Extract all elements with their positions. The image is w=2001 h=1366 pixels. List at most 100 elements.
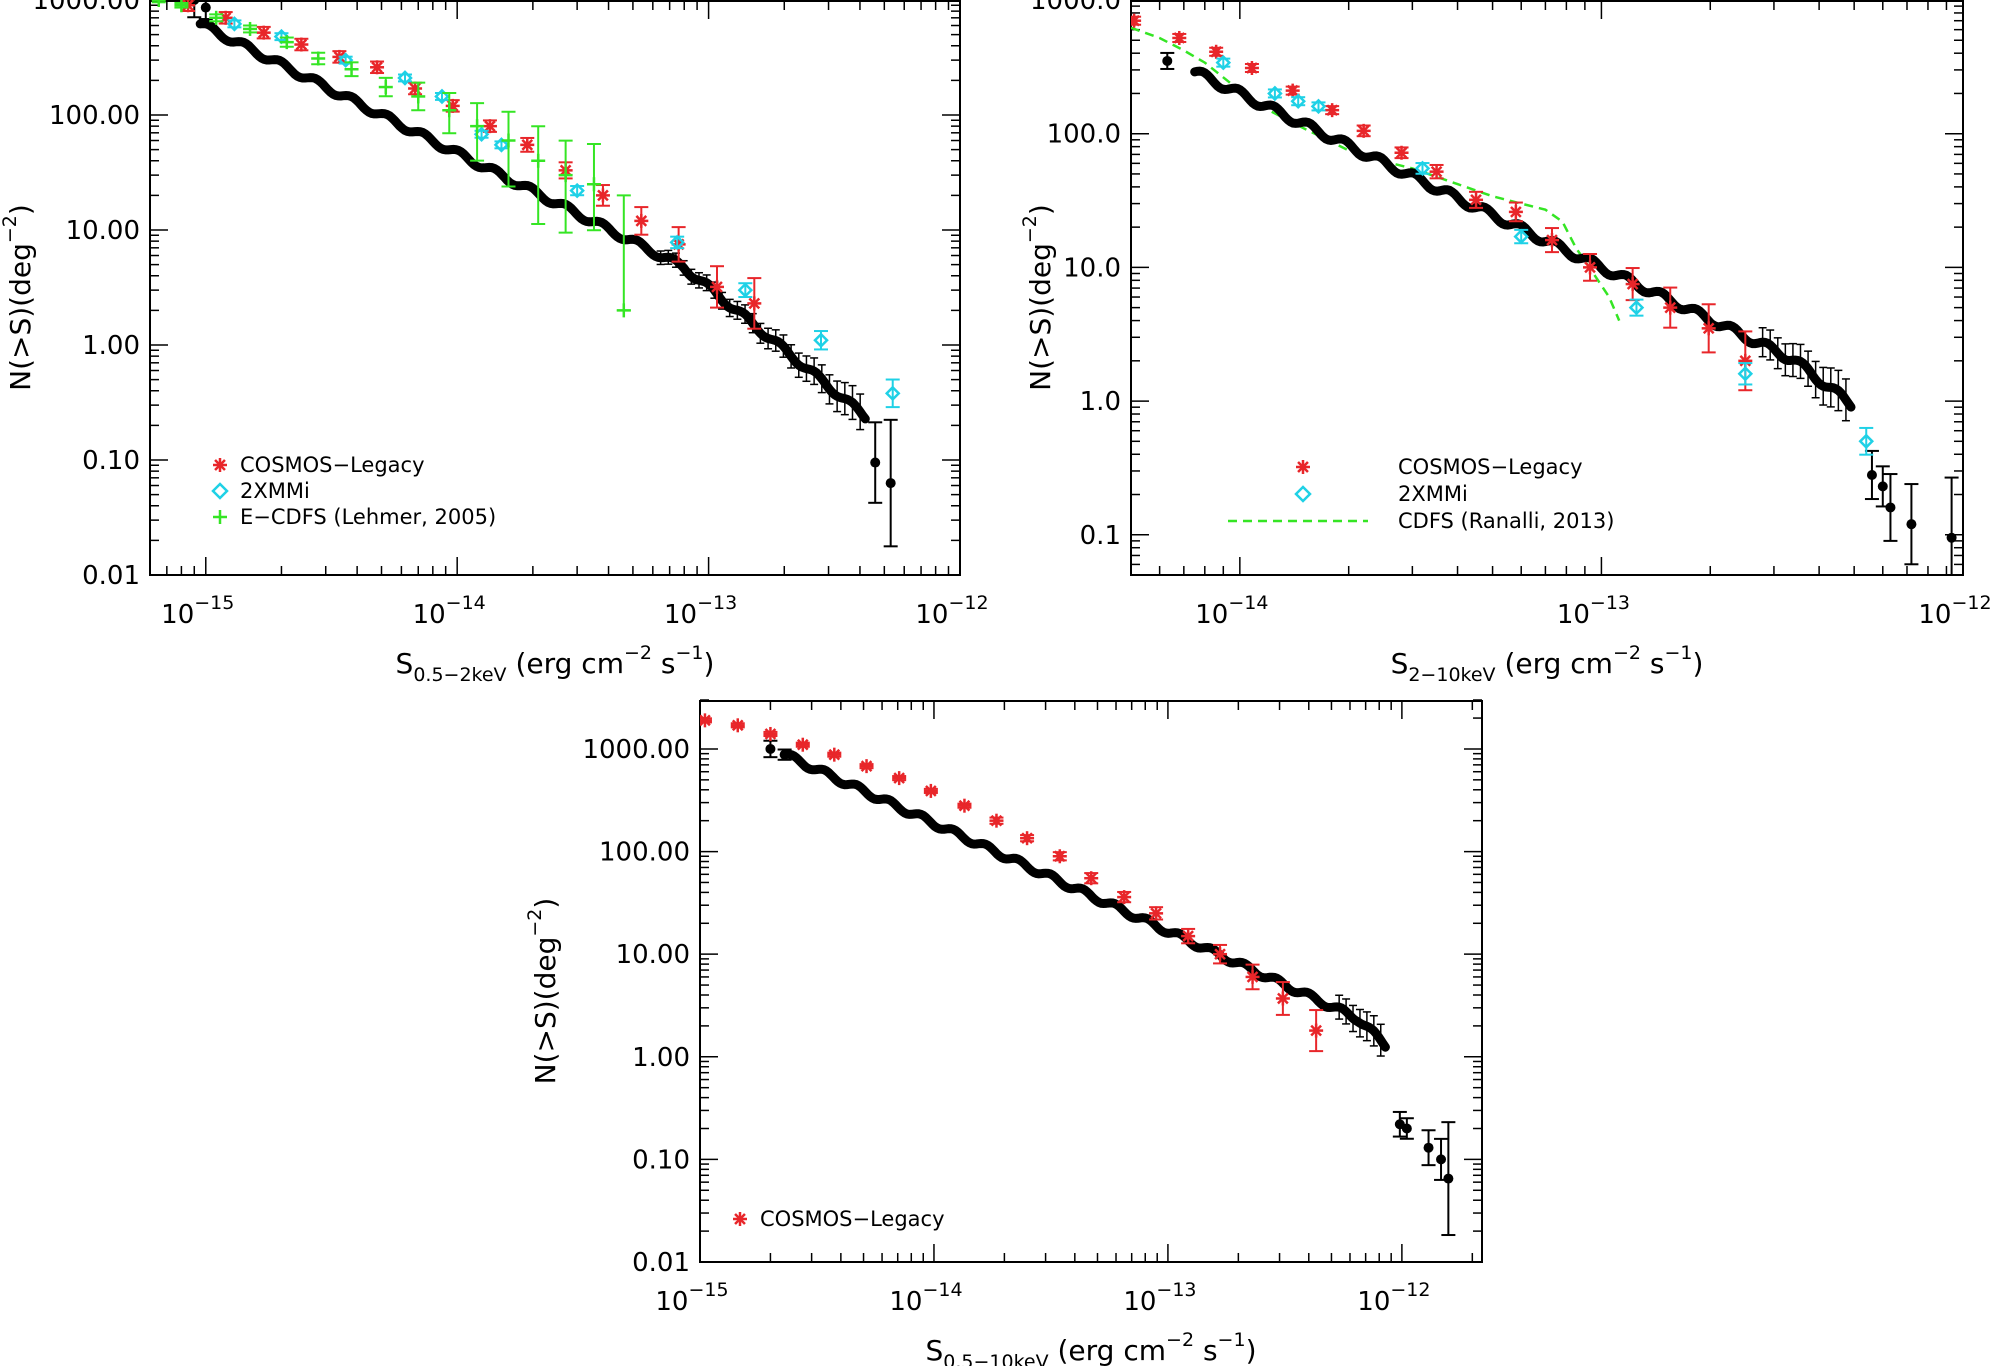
cosmos-legacy-point <box>1052 849 1067 864</box>
plot-area <box>1131 13 1959 575</box>
y-tick-label: 10.00 <box>66 216 140 246</box>
ecdfs-point <box>442 103 457 118</box>
legend-star-marker <box>1296 460 1310 474</box>
y-tick-label: 0.10 <box>82 446 140 476</box>
y-tick-label: 10.00 <box>616 940 690 970</box>
legend-plus-marker <box>213 510 227 524</box>
this-work-curve <box>1190 66 1856 412</box>
x-tick-label: 10−14 <box>889 1279 962 1317</box>
xmm-point <box>737 282 754 298</box>
legend-label: 2XMMi <box>1398 482 1468 506</box>
plot-area <box>151 0 901 548</box>
xmm-point <box>337 52 354 68</box>
x-tick-label: 10−15 <box>161 592 234 630</box>
cosmos-legacy-point <box>1356 123 1371 138</box>
legend-star-marker <box>213 458 227 472</box>
y-axis-label: N(>S)(deg−2) <box>0 204 37 391</box>
cosmos-legacy-point <box>595 188 610 203</box>
x-tick-label: 10−13 <box>664 592 737 630</box>
cosmos-legacy-point <box>730 718 745 733</box>
xmm-point <box>1215 54 1232 71</box>
this-work-point <box>885 478 896 489</box>
cosmos-legacy-point <box>989 813 1004 828</box>
xmm-point <box>1513 228 1529 245</box>
xmm-point <box>1628 299 1645 316</box>
this-work-curve <box>195 19 870 424</box>
y-axis-label: N(>S)(deg−2) <box>1019 204 1057 391</box>
xmm-point <box>1414 160 1431 177</box>
cosmos-legacy-point <box>1172 30 1187 45</box>
cosmos-legacy-point <box>1469 192 1484 207</box>
cosmos-legacy-point <box>892 771 907 786</box>
x-tick-label: 10−14 <box>413 592 486 630</box>
cosmos-legacy-point <box>370 60 385 75</box>
cosmos-legacy-point <box>1213 947 1228 962</box>
xmm-point <box>1858 433 1875 450</box>
legend-label: COSMOS−Legacy <box>760 1207 945 1231</box>
cosmos-legacy-point <box>1429 164 1444 179</box>
xmm-point <box>1310 98 1327 115</box>
y-tick-label: 0.01 <box>632 1248 690 1278</box>
this-work-point <box>1423 1142 1434 1153</box>
ecdfs-point <box>531 153 546 168</box>
ecdfs-point <box>311 51 326 66</box>
y-tick-label: 10.0 <box>1063 253 1121 283</box>
cosmos-legacy-point <box>1020 831 1035 846</box>
cosmos-legacy-point <box>763 726 778 741</box>
cosmos-legacy-point <box>709 279 724 294</box>
cosmos-legacy-point <box>1275 991 1290 1006</box>
xmm-point <box>226 16 243 32</box>
legend: COSMOS−Legacy 2XMMi CDFS (Ranalli, 2013) <box>1228 455 1614 533</box>
this-work-point <box>1946 532 1957 543</box>
y-tick-label: 1000.00 <box>32 0 140 16</box>
x-tick-label: 10−15 <box>655 1279 728 1317</box>
this-work-point <box>1436 1154 1447 1165</box>
cosmos-legacy-point <box>1663 300 1678 315</box>
this-work-point <box>1906 519 1917 530</box>
plot-area <box>700 713 1456 1237</box>
ecdfs-point <box>344 62 359 77</box>
y-tick-label: 1.00 <box>82 331 140 361</box>
x-axis-label: S2−10keV (erg cm−2 s−1) <box>1391 642 1704 686</box>
this-work-point <box>200 2 211 13</box>
cosmos-legacy-point <box>1325 103 1340 118</box>
cosmos-legacy-point <box>256 25 271 40</box>
legend-label: COSMOS−Legacy <box>1398 455 1583 479</box>
this-work-point <box>1866 469 1877 480</box>
y-tick-label: 0.01 <box>82 561 140 591</box>
ecdfs-point <box>279 35 294 50</box>
xmm-point <box>669 234 685 251</box>
cosmos-legacy-point <box>1625 277 1640 292</box>
legend-diamond-marker <box>1294 485 1312 503</box>
legend-star-marker <box>733 1212 747 1226</box>
y-tick-label: 1000.00 <box>582 735 690 765</box>
legend-label: COSMOS−Legacy <box>240 453 425 477</box>
cosmos-legacy-point <box>1181 929 1196 944</box>
x-tick-label: 10−12 <box>1918 592 1991 630</box>
ecdfs-point <box>378 80 393 95</box>
y-tick-label: 0.10 <box>632 1145 690 1175</box>
xmm-point <box>434 88 450 105</box>
legend-diamond-marker <box>211 482 229 500</box>
cosmos-legacy-point <box>700 713 712 728</box>
this-work-point <box>1401 1123 1412 1134</box>
legend-label: E−CDFS (Lehmer, 2005) <box>240 505 496 529</box>
panel-soft-band: 0.01 0.10 1.00 10.00 100.00 1000.00 10−15 10−14… <box>0 0 989 686</box>
ecdfs-point <box>151 0 166 7</box>
cosmos-legacy-point <box>1244 60 1259 75</box>
legend: COSMOS−Legacy <box>733 1207 945 1231</box>
cosmos-legacy-point <box>859 759 874 774</box>
cosmos-legacy-point <box>795 737 810 752</box>
cosmos-legacy-point <box>1583 260 1598 275</box>
cosmos-legacy-point <box>1209 44 1224 59</box>
xmm-point <box>397 70 413 86</box>
this-work-point <box>1443 1173 1454 1184</box>
cosmos-legacy-point <box>634 213 649 228</box>
cosmos-legacy-point <box>1701 321 1716 336</box>
ecdfs-point <box>411 89 426 104</box>
this-work-curve <box>780 749 1390 1052</box>
x-tick-label: 10−12 <box>1357 1279 1430 1317</box>
legend-label: 2XMMi <box>240 479 310 503</box>
x-tick-label: 10−14 <box>1195 592 1268 630</box>
